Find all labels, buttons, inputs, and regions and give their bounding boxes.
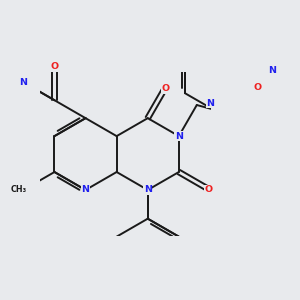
- Text: N: N: [175, 132, 183, 141]
- Text: N: N: [144, 185, 152, 194]
- Text: N: N: [268, 66, 276, 75]
- Text: N: N: [20, 78, 27, 87]
- Text: O: O: [253, 82, 261, 91]
- Text: N: N: [206, 99, 214, 108]
- Text: N: N: [82, 185, 90, 194]
- Text: CH₃: CH₃: [11, 185, 26, 194]
- Text: O: O: [161, 84, 169, 93]
- Text: O: O: [204, 185, 212, 194]
- Text: O: O: [50, 62, 59, 71]
